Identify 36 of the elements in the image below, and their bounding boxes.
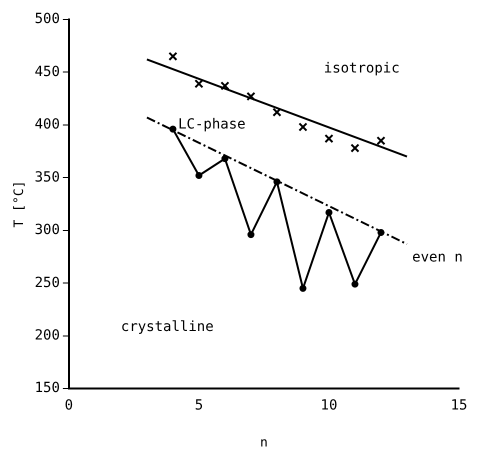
point <box>377 228 384 236</box>
point <box>194 79 204 88</box>
point <box>272 108 282 117</box>
x-axis-title: n <box>260 436 268 451</box>
x-tick-label: 0 <box>64 398 74 414</box>
point <box>169 126 176 133</box>
y-tick-label: 150 <box>34 380 60 396</box>
point <box>220 81 230 90</box>
point <box>351 280 358 288</box>
y-axis-title: T [°C] <box>12 180 28 228</box>
point <box>221 155 228 162</box>
point <box>168 52 178 61</box>
point <box>324 134 334 144</box>
y-tick-label: 300 <box>34 222 60 238</box>
y-tick-label: 500 <box>34 11 60 28</box>
point <box>273 178 280 186</box>
x-tick-label: 10 <box>320 398 338 414</box>
point <box>299 284 306 292</box>
annotation: crystalline <box>120 319 214 336</box>
point <box>325 208 332 216</box>
y-tick-label: 450 <box>34 64 60 80</box>
point <box>350 144 360 153</box>
annotation: isotropic <box>324 60 400 77</box>
x-tick-label: 5 <box>194 398 204 414</box>
point <box>298 122 308 132</box>
y-tick-label: 200 <box>34 328 60 344</box>
y-tick-label: 400 <box>34 116 60 133</box>
point <box>376 136 386 146</box>
y-tick-label: 250 <box>34 274 60 291</box>
annotation: LC-phase <box>178 116 246 133</box>
point <box>195 172 202 180</box>
y-tick-label: 350 <box>34 169 60 186</box>
point <box>246 92 256 101</box>
annotation: even n <box>412 249 463 266</box>
x-tick-label: 15 <box>450 398 468 414</box>
point <box>247 231 254 238</box>
